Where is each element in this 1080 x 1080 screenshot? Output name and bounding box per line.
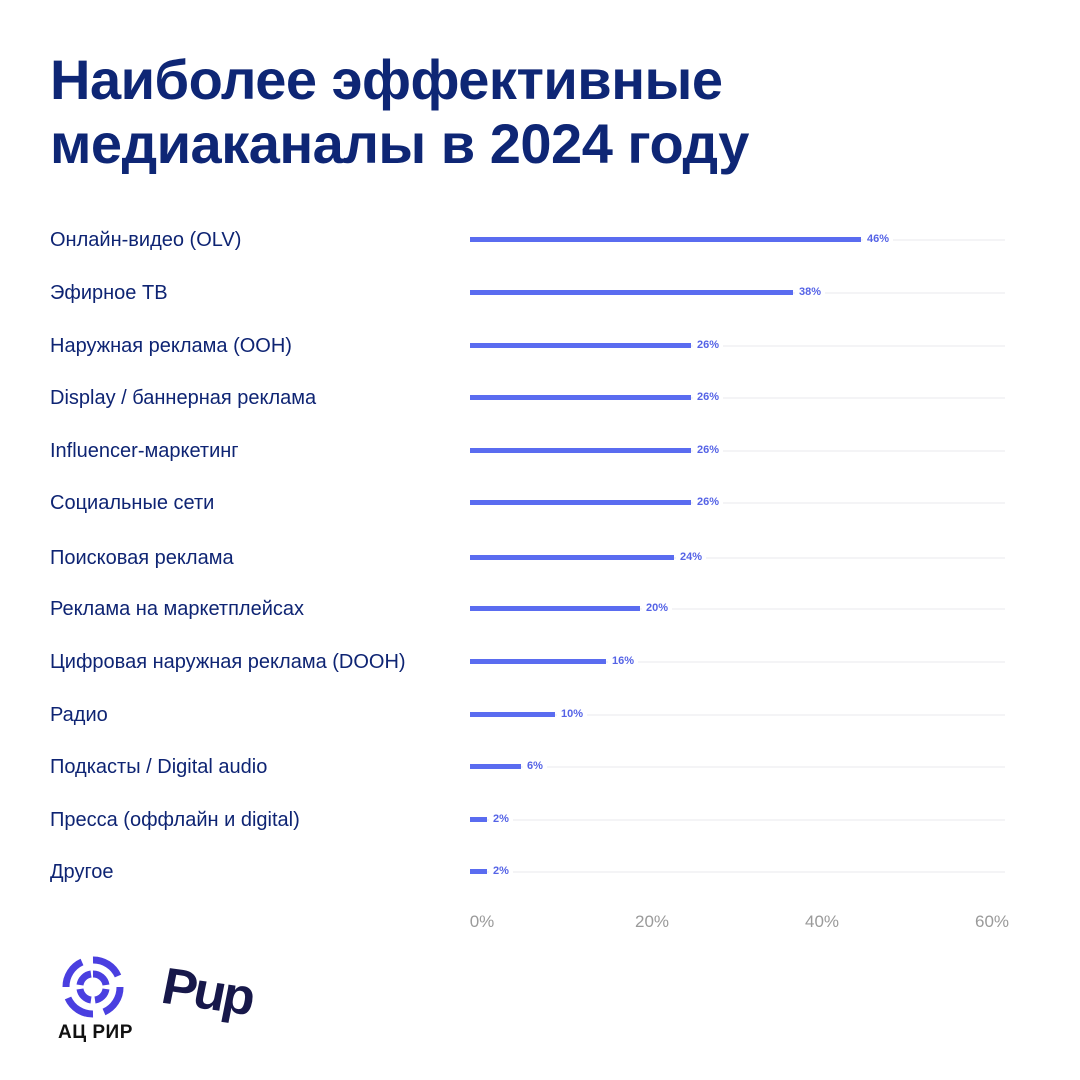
bar-track: [470, 714, 1005, 716]
ac-rir-logo-text: АЦ РИР: [58, 1022, 133, 1043]
chart-row: Эфирное ТВ 38%: [0, 278, 1080, 308]
title-line-1: Наиболее эффективные: [50, 48, 723, 111]
value-label: 10%: [557, 707, 588, 721]
category-label: Онлайн-видео (OLV): [50, 229, 242, 251]
category-label: Социальные сети: [50, 492, 215, 514]
chart-row: Наружная реклама (OOH) 26%: [0, 331, 1080, 361]
bar-track: [470, 661, 1005, 663]
category-label: Цифровая наружная реклама (DOOH): [50, 651, 406, 673]
bar: [470, 555, 674, 560]
chart-row: Display / баннерная реклама 26%: [0, 383, 1080, 413]
value-label: 26%: [693, 443, 724, 457]
chart-row: Influencer-маркетинг 26%: [0, 436, 1080, 466]
chart-row: Социальные сети 26%: [0, 488, 1080, 518]
page-title: Наиболее эффективные медиаканалы в 2024 …: [50, 48, 1010, 176]
chart-row: Другое 2%: [0, 857, 1080, 887]
value-label: 2%: [489, 812, 513, 826]
chart-row: Подкасты / Digital audio 6%: [0, 752, 1080, 782]
bar: [470, 448, 691, 453]
value-label: 46%: [863, 232, 894, 246]
bar-track: [470, 397, 1005, 399]
bar-track: [470, 766, 1005, 768]
bar-track: [470, 450, 1005, 452]
category-label: Пресса (оффлайн и digital): [50, 809, 300, 831]
x-axis-tick: 20%: [634, 912, 670, 931]
category-label: Реклама на маркетплейсах: [50, 598, 305, 620]
bar-track: [470, 502, 1005, 504]
category-label: Наружная реклама (OOH): [50, 335, 292, 357]
value-label: 16%: [608, 654, 639, 668]
bar-track: [470, 557, 1005, 559]
value-label: 6%: [523, 759, 547, 773]
chart-row: Радио 10%: [0, 700, 1080, 730]
ac-rir-logo-icon: [62, 956, 124, 1018]
bar: [470, 606, 640, 611]
bar-track: [470, 345, 1005, 347]
bar-track: [470, 871, 1005, 873]
bar: [470, 659, 606, 664]
bar: [470, 869, 487, 874]
bar: [470, 712, 555, 717]
bar: [470, 290, 793, 295]
value-label: 2%: [489, 864, 513, 878]
chart-row: Реклама на маркетплейсах 20%: [0, 594, 1080, 624]
bar: [470, 395, 691, 400]
value-label: 38%: [795, 285, 826, 299]
category-label: Influencer-маркетинг: [50, 440, 239, 462]
category-label: Эфирное ТВ: [50, 282, 168, 304]
x-axis-tick: 60%: [974, 912, 1010, 931]
title-line-2: медиаканалы в 2024 году: [50, 112, 749, 175]
x-axis-tick: 0%: [469, 912, 495, 931]
bar: [470, 343, 691, 348]
value-label: 26%: [693, 390, 724, 404]
chart-row: Онлайн-видео (OLV) 46%: [0, 225, 1080, 255]
bar: [470, 500, 691, 505]
value-label: 26%: [693, 338, 724, 352]
category-label: Display / баннерная реклама: [50, 387, 317, 409]
category-label: Подкасты / Digital audio: [50, 756, 268, 778]
bar-track: [470, 608, 1005, 610]
bar: [470, 764, 521, 769]
chart-row: Цифровая наружная реклама (DOOH) 16%: [0, 647, 1080, 677]
rir-logo: Рир: [162, 956, 252, 1028]
category-label: Другое: [50, 861, 114, 883]
x-axis-tick: 40%: [804, 912, 840, 931]
value-label: 20%: [642, 601, 673, 615]
bar-track: [470, 819, 1005, 821]
chart-row: Пресса (оффлайн и digital) 2%: [0, 805, 1080, 835]
category-label: Радио: [50, 704, 108, 726]
bar: [470, 237, 861, 242]
value-label: 26%: [693, 495, 724, 509]
bar: [470, 817, 487, 822]
chart-row: Поисковая реклама 24%: [0, 543, 1080, 573]
value-label: 24%: [676, 550, 707, 564]
category-label: Поисковая реклама: [50, 547, 234, 569]
